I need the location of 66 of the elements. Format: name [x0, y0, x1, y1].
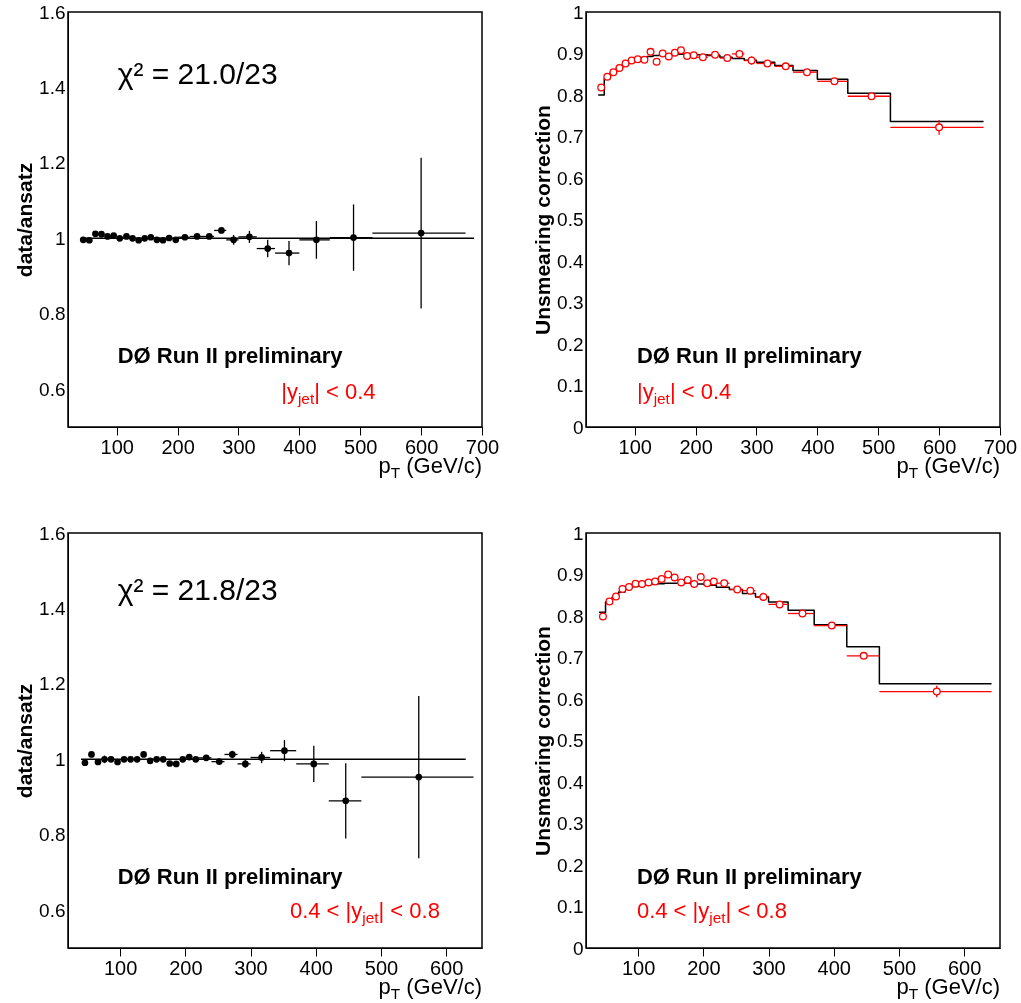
annotation: DØ Run II preliminary — [117, 864, 343, 890]
y-axis-title: Unsmearing correction — [531, 626, 555, 856]
x-tick-label: 300 — [234, 956, 268, 979]
y-tick-label: 1.6 — [39, 522, 66, 544]
y-tick-label: 0.5 — [557, 730, 584, 751]
annotation: DØ Run II preliminary — [636, 343, 862, 369]
annotation: 0.4 < |y$_{jet}$| < 0.8 — [289, 897, 440, 927]
y-tick-label: 0.9 — [557, 43, 584, 64]
y-tick-label: 0.6 — [557, 688, 584, 710]
annotation: DØ Run II preliminary — [117, 343, 343, 369]
annotation: χ² = 21.8/23 — [117, 572, 278, 606]
y-tick-label: 1 — [54, 748, 66, 770]
y-tick-label: 0.7 — [557, 647, 584, 668]
x-tick-label: 100 — [100, 435, 134, 458]
x-tick-label: 100 — [621, 956, 656, 979]
y-tick-label: 0.2 — [557, 333, 584, 355]
y-tick-label: 0.1 — [557, 375, 584, 396]
y-axis-title: data/ansatz — [13, 683, 37, 799]
annotation: 0.4 < |y$_{jet}$| < 0.8 — [636, 897, 787, 927]
annotation: |y$_{jet}$| < 0.4 — [636, 378, 732, 408]
y-tick-label: 0.8 — [557, 84, 584, 106]
y-tick-label: 0.8 — [557, 605, 584, 627]
y-tick-label: 0.8 — [39, 303, 66, 325]
x-tick-label: 300 — [740, 435, 774, 458]
y-tick-label: 0.8 — [39, 824, 66, 846]
y-axis-title: data/ansatz — [13, 162, 37, 278]
y-tick-label: 0.7 — [557, 126, 584, 147]
x-tick-label: 400 — [817, 956, 851, 979]
x-tick-label: 100 — [618, 435, 652, 458]
y-tick-label: 1.6 — [39, 1, 66, 23]
y-tick-label: 0.4 — [557, 771, 584, 793]
y-tick-label: 0.5 — [557, 209, 584, 230]
y-axis-title: Unsmearing correction — [531, 105, 555, 335]
y-tick-label: 0.6 — [39, 899, 66, 921]
y-tick-label: 0.4 — [557, 250, 584, 272]
y-tick-label: 0.3 — [557, 813, 584, 834]
annotation: DØ Run II preliminary — [636, 864, 862, 890]
y-tick-label: 1.2 — [39, 152, 66, 174]
x-tick-label: 300 — [222, 435, 256, 458]
x-tick-label: 400 — [283, 435, 317, 458]
x-tick-label: 200 — [679, 435, 713, 458]
y-tick-label: 0.6 — [39, 378, 66, 400]
annotation: χ² = 21.0/23 — [117, 57, 278, 91]
x-tick-label: 200 — [687, 956, 721, 979]
y-tick-label: 0 — [572, 937, 584, 959]
x-tick-label: 500 — [862, 435, 896, 458]
y-tick-label: 1 — [54, 227, 66, 249]
x-tick-label: 200 — [161, 435, 195, 458]
x-tick-label: 200 — [169, 956, 203, 979]
x-tick-label: 100 — [103, 956, 138, 979]
y-tick-label: 0 — [572, 416, 584, 438]
x-tick-label: 500 — [344, 435, 378, 458]
annotation: |y$_{jet}$| < 0.4 — [281, 378, 376, 408]
y-tick-label: 0.9 — [557, 564, 584, 585]
x-tick-label: 400 — [801, 435, 835, 458]
x-tick-label: 400 — [299, 956, 333, 979]
y-tick-label: 0.6 — [557, 167, 584, 189]
y-tick-label: 1 — [572, 522, 584, 544]
y-tick-label: 0.1 — [557, 896, 584, 917]
y-tick-label: 0.3 — [557, 292, 584, 313]
y-tick-label: 1.4 — [39, 597, 66, 619]
x-tick-label: 300 — [752, 956, 786, 979]
y-tick-label: 1.2 — [39, 673, 66, 695]
y-tick-label: 0.2 — [557, 854, 584, 876]
y-tick-label: 1.4 — [39, 76, 66, 98]
y-tick-label: 1 — [572, 1, 584, 23]
